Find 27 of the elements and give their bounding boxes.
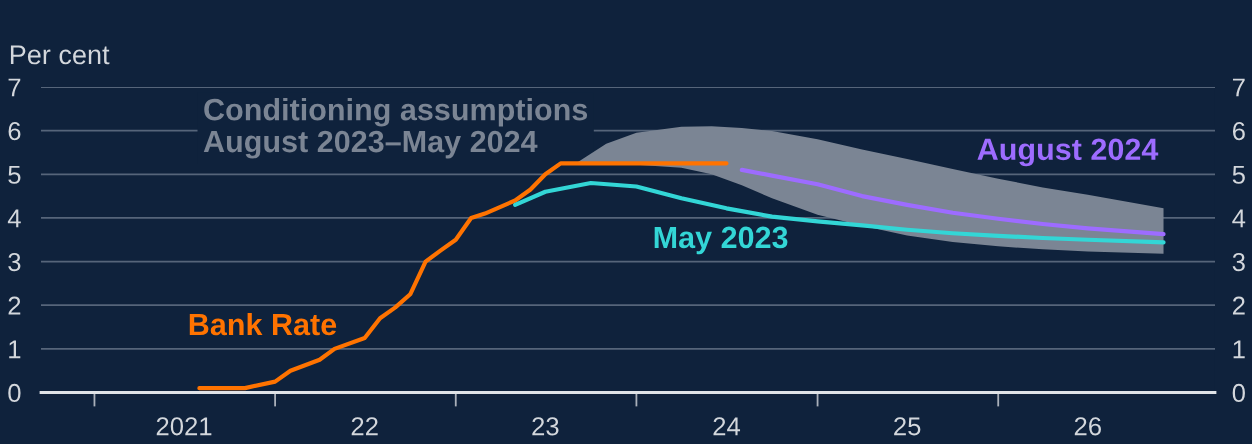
- y2-tick-label: 3: [1232, 252, 1245, 272]
- y-tick-label: 4: [7, 209, 21, 228]
- x-tick-label: 24: [713, 417, 741, 436]
- y-tick-label: 7: [8, 78, 21, 97]
- y2-tick-label: 2: [1232, 296, 1245, 315]
- y2-tick-label: 6: [1232, 122, 1245, 141]
- y2-tick-label: 1: [1233, 340, 1245, 359]
- y-axis-title: Per cent: [10, 45, 110, 65]
- x-tick-label: 23: [532, 417, 559, 436]
- x-tick-label: 26: [1074, 417, 1101, 436]
- y-tick-label: 5: [8, 165, 21, 184]
- x-tick-label: 2021: [156, 417, 212, 436]
- y2-tick-label: 4: [1232, 209, 1246, 228]
- y-tick-label: 6: [8, 122, 21, 141]
- y-tick-label: 3: [8, 252, 21, 272]
- x-tick-label: 22: [351, 417, 378, 436]
- y2-tick-label: 5: [1232, 165, 1245, 184]
- series-label: August 2024: [977, 138, 1159, 167]
- y2-tick-label: 0: [1232, 383, 1245, 403]
- y-tick-label: 0: [8, 383, 21, 403]
- x-tick-label: 25: [894, 417, 921, 436]
- legend-label: Conditioning assumptions August 2023–May 2024: [203, 98, 588, 159]
- y-tick-label: 1: [9, 340, 21, 359]
- y2-tick-label: 7: [1232, 78, 1245, 97]
- series-label: Bank Rate: [189, 312, 337, 336]
- y-tick-label: 2: [8, 296, 21, 315]
- series-label: May 2023: [654, 226, 788, 255]
